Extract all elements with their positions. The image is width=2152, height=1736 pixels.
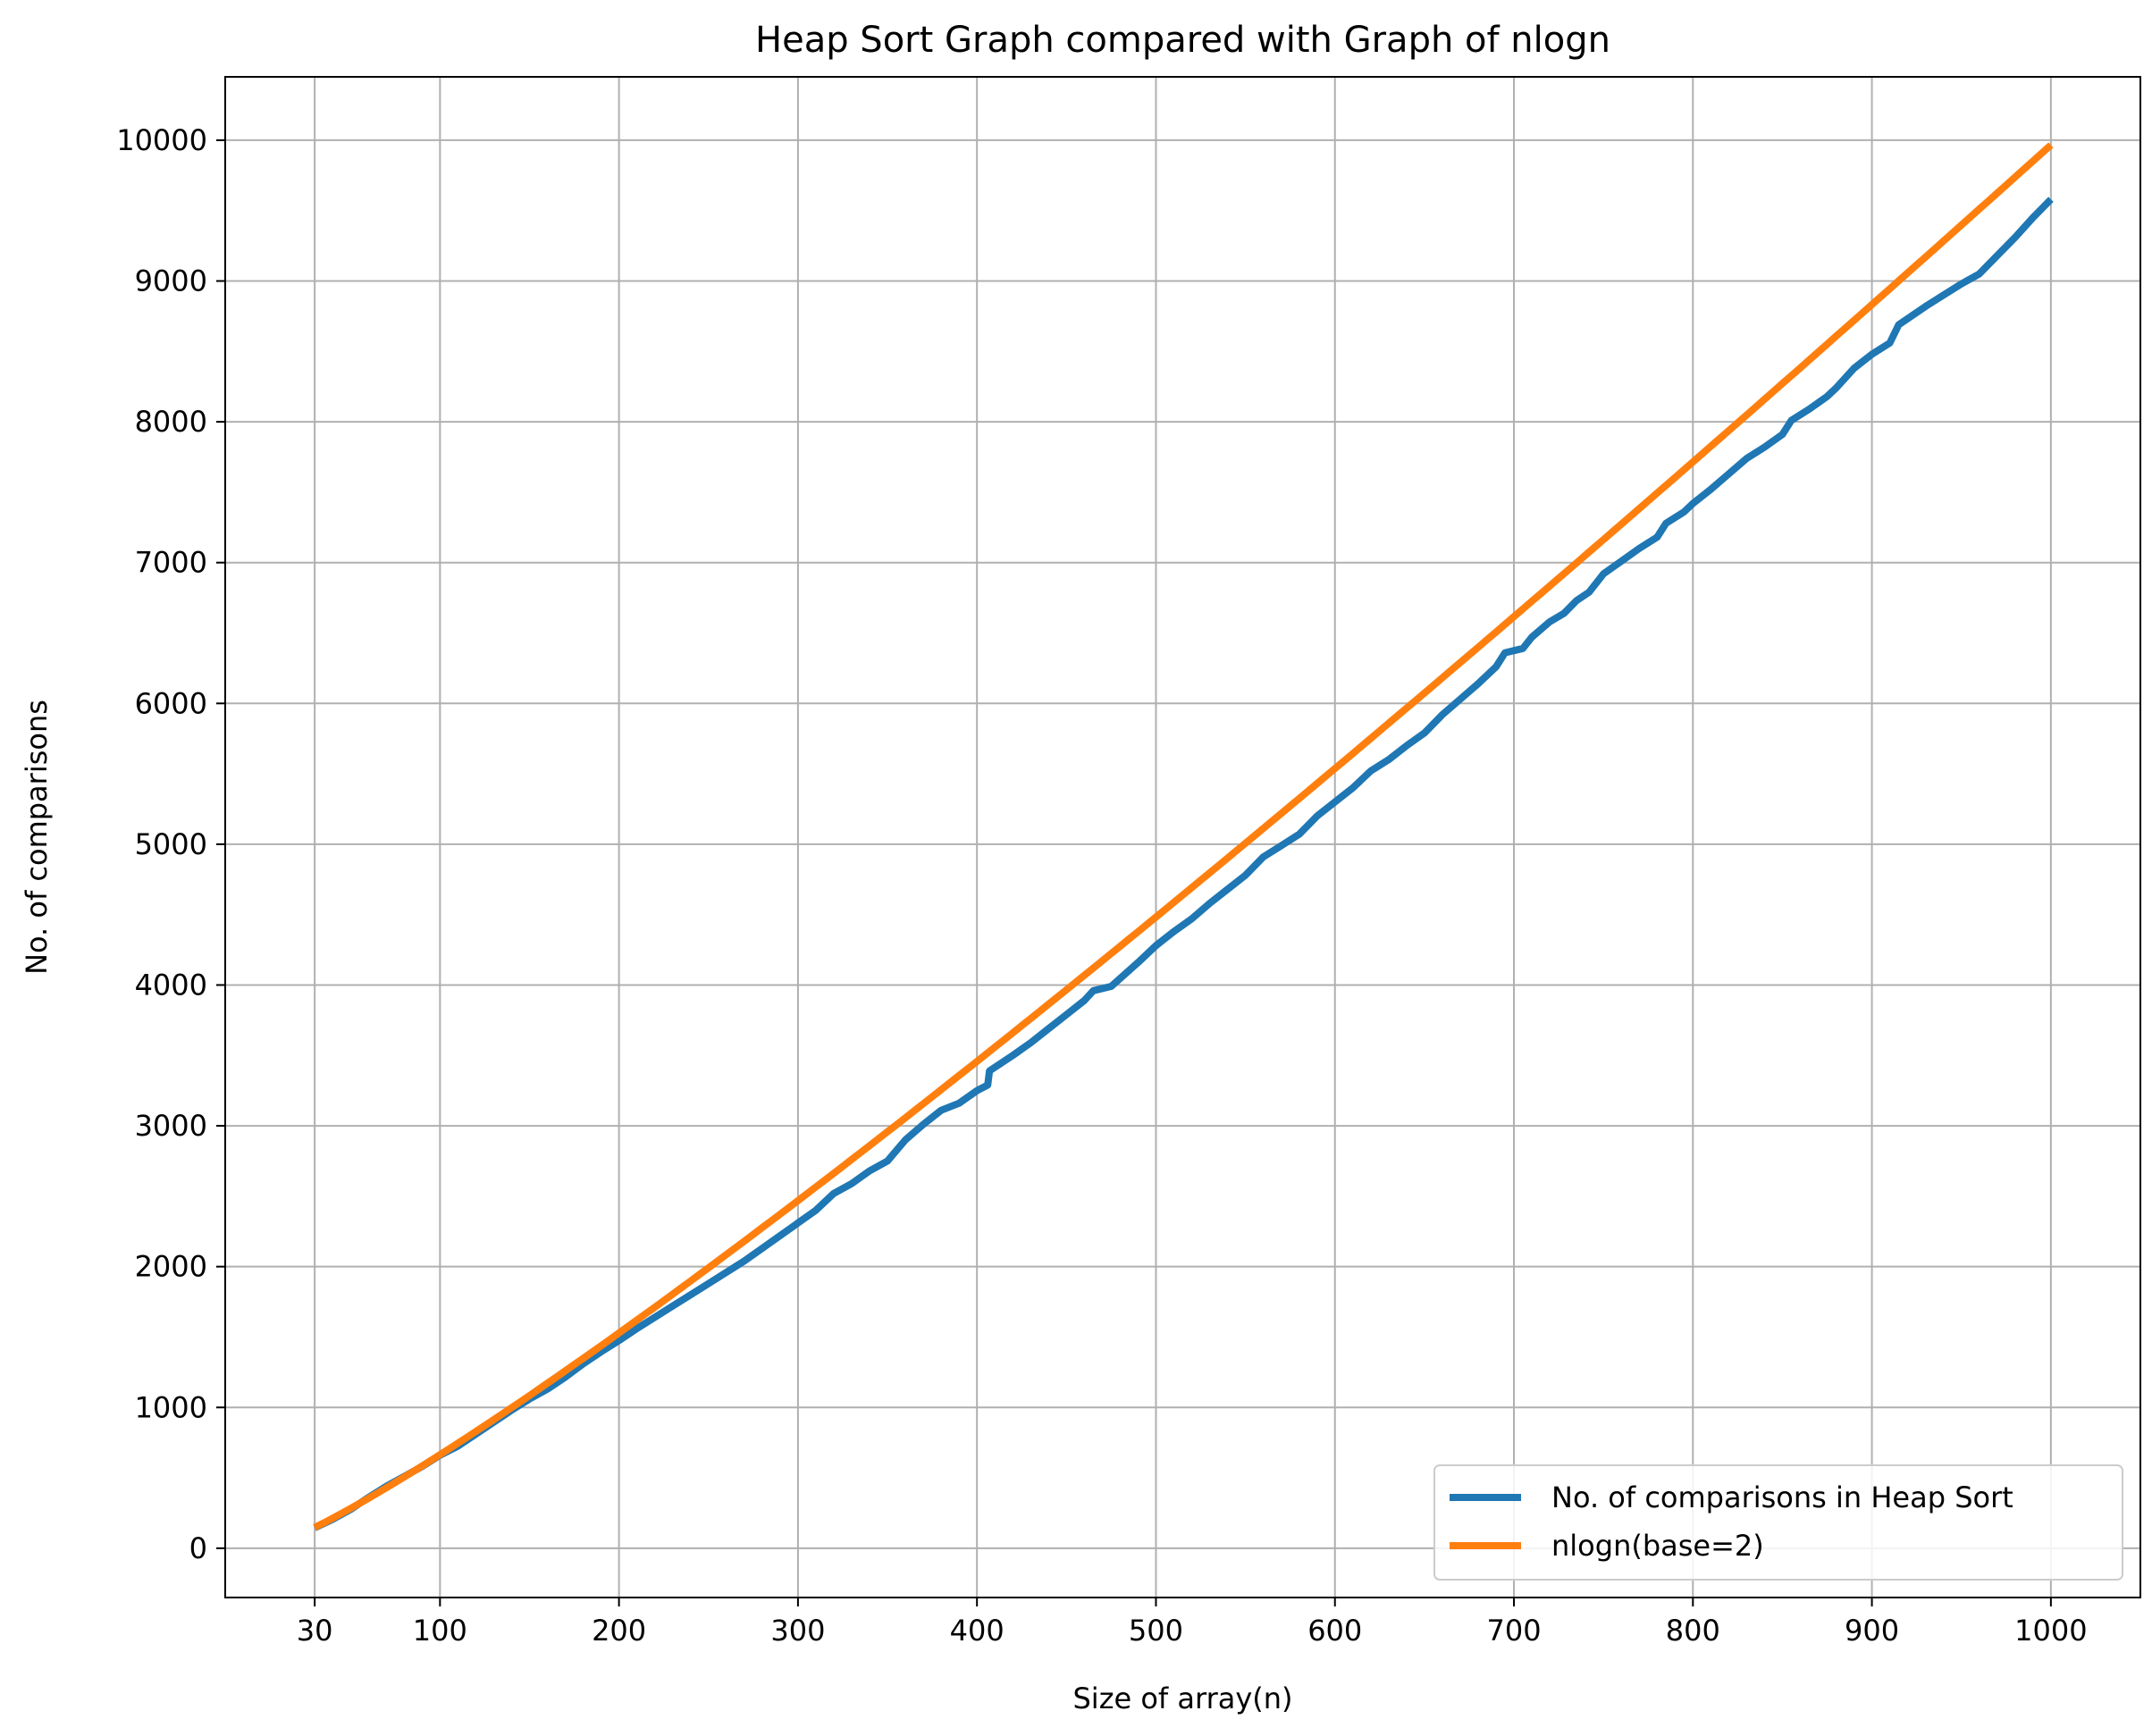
y-tick-label: 7000 bbox=[135, 546, 207, 580]
grid bbox=[225, 77, 2140, 1598]
x-tick-label: 600 bbox=[1307, 1614, 1362, 1648]
series-line-1 bbox=[313, 142, 2054, 1531]
y-tick-label: 3000 bbox=[135, 1109, 207, 1143]
x-tick-label: 100 bbox=[413, 1614, 467, 1648]
series-layer bbox=[313, 142, 2054, 1531]
plot-frame bbox=[224, 76, 2141, 1598]
y-tick-label: 1000 bbox=[135, 1390, 207, 1424]
x-tick-label: 800 bbox=[1666, 1614, 1720, 1648]
x-tick-label: 900 bbox=[1845, 1614, 1899, 1648]
x-tick-label: 200 bbox=[592, 1614, 646, 1648]
legend: No. of comparisons in Heap Sort nlogn(ba… bbox=[1433, 1464, 2123, 1581]
y-tick-label: 0 bbox=[189, 1531, 207, 1565]
x-axis-label: Size of array(n) bbox=[1072, 1681, 1292, 1715]
y-tick-label: 2000 bbox=[135, 1250, 207, 1284]
x-tick-label: 30 bbox=[297, 1614, 333, 1648]
y-tick-label: 6000 bbox=[135, 686, 207, 720]
y-tick-label: 8000 bbox=[135, 405, 207, 439]
y-tick-label: 4000 bbox=[135, 968, 207, 1002]
y-tick-label: 10000 bbox=[116, 123, 207, 157]
x-tick-label: 700 bbox=[1486, 1614, 1541, 1648]
chart-title: Heap Sort Graph compared with Graph of n… bbox=[755, 20, 1610, 61]
x-tick-label: 400 bbox=[950, 1614, 1005, 1648]
series-line-0 bbox=[313, 197, 2054, 1531]
x-tick-label: 500 bbox=[1129, 1614, 1183, 1648]
y-axis-label: No. of comparisons bbox=[20, 700, 54, 975]
legend-label-nlogn: nlogn(base=2) bbox=[1551, 1529, 1764, 1563]
x-tick-label: 300 bbox=[770, 1614, 825, 1648]
y-tick-label: 9000 bbox=[135, 264, 207, 298]
x-tick-label: 1000 bbox=[2014, 1614, 2087, 1648]
legend-label-heap-sort: No. of comparisons in Heap Sort bbox=[1551, 1480, 2013, 1514]
ticks: 30 100 200 300 400 500 600 700 800 900 10000100020… bbox=[116, 123, 2087, 1648]
y-tick-label: 5000 bbox=[135, 827, 207, 861]
legend-box bbox=[1433, 1464, 2123, 1581]
